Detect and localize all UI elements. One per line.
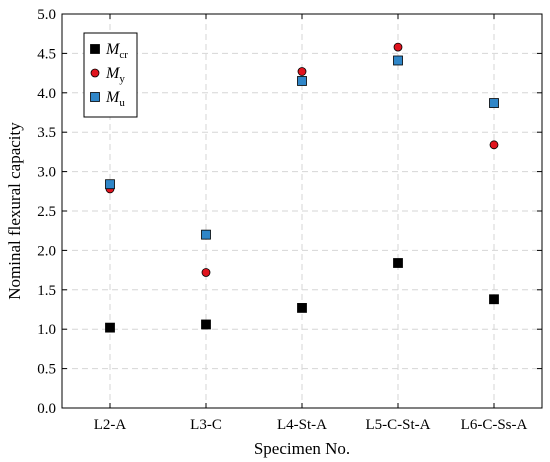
data-point-M-cr bbox=[489, 294, 499, 305]
data-point-M-u bbox=[201, 229, 211, 240]
data-point-M-y bbox=[201, 268, 211, 277]
y-axis-label: Nominal flexural capacity bbox=[5, 122, 24, 300]
y-tick-label: 3.0 bbox=[37, 165, 56, 181]
x-tick-label: L4-St-A bbox=[277, 417, 327, 433]
data-point-M-cr bbox=[201, 319, 211, 330]
y-tick-label: 5.0 bbox=[37, 7, 56, 23]
legend-label-M-cr: Mcr bbox=[105, 41, 128, 61]
data-point-M-cr bbox=[393, 258, 403, 268]
legend-label-M-y: My bbox=[105, 65, 125, 85]
y-tick-label: 3.5 bbox=[37, 125, 56, 141]
legend-marker-M-u bbox=[90, 92, 100, 102]
legend-marker-M-y bbox=[90, 68, 100, 78]
legend-marker-M-cr bbox=[90, 44, 100, 54]
y-tick-label: 2.0 bbox=[37, 243, 56, 259]
data-point-M-u bbox=[105, 179, 115, 190]
legend: Mcr My Mu bbox=[83, 32, 138, 118]
data-point-M-cr bbox=[105, 322, 115, 333]
data-point-M-u bbox=[393, 55, 403, 66]
y-tick-label: 4.0 bbox=[37, 86, 56, 102]
x-tick-label: L2-A bbox=[94, 417, 127, 433]
data-point-M-y bbox=[489, 140, 499, 150]
y-tick-label: 0.0 bbox=[37, 401, 56, 417]
data-point-M-u bbox=[297, 76, 307, 86]
data-point-M-cr bbox=[297, 303, 307, 313]
x-tick-label: L5-C-St-A bbox=[366, 417, 431, 433]
data-point-M-y bbox=[297, 67, 307, 76]
axis-ticks: 0.0 0.5 1.0 1.5 2.0 2.5 3.0 3.5 4.0 4.5 5.0 L2-A L3-… bbox=[37, 7, 542, 433]
data-marks bbox=[105, 42, 499, 333]
data-point-M-y bbox=[393, 42, 403, 52]
y-tick-label: 1.0 bbox=[37, 322, 56, 338]
y-tick-label: 1.5 bbox=[37, 283, 56, 299]
x-tick-label: L3-C bbox=[190, 417, 222, 433]
legend-label-M-u: Mu bbox=[105, 89, 125, 109]
x-axis-label: Specimen No. bbox=[254, 439, 350, 458]
y-tick-label: 0.5 bbox=[37, 362, 56, 378]
y-tick-label: 2.5 bbox=[37, 204, 56, 220]
y-tick-label: 4.5 bbox=[37, 46, 56, 62]
x-tick-label: L6-C-Ss-A bbox=[461, 417, 528, 433]
data-point-M-u bbox=[489, 98, 499, 108]
